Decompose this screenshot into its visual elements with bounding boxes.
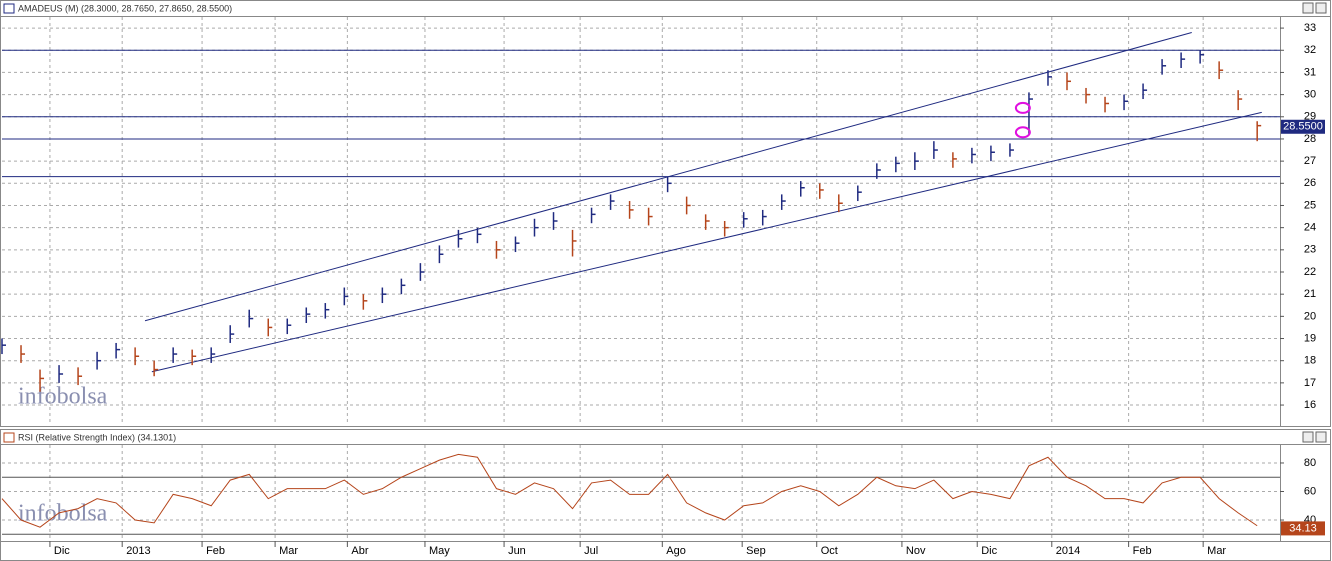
trend-line	[144, 32, 1192, 322]
trend-line	[151, 111, 1262, 373]
y-tick-label: 26	[1304, 177, 1316, 189]
y-tick-label: 33	[1304, 22, 1316, 34]
x-tick-label: Dic	[54, 545, 70, 557]
y-tick-label: 28	[1304, 133, 1316, 145]
panel-icon	[3, 3, 15, 14]
x-tick-label: Abr	[351, 545, 368, 557]
x-tick-label: Ago	[666, 545, 686, 557]
y-tick-label: 80	[1304, 457, 1316, 469]
chart-title: RSI (Relative Strength Index) (34.1301)	[18, 432, 176, 442]
x-tick-label: Oct	[821, 545, 838, 557]
watermark: infobolsa	[18, 501, 108, 527]
y-tick-label: 16	[1304, 399, 1316, 411]
annotation-marker	[1014, 101, 1031, 114]
y-tick-label: 25	[1304, 199, 1316, 211]
x-tick-label: Jun	[508, 545, 526, 557]
last-value-box	[1281, 521, 1325, 536]
y-tick-label: 27	[1304, 155, 1316, 167]
y-tick-label: 17	[1304, 377, 1316, 389]
y-tick-label: 21	[1304, 288, 1316, 300]
x-tick-label: Dic	[981, 545, 997, 557]
x-tick-label: Sep	[746, 545, 766, 557]
last-value-label: 28.5500	[1283, 121, 1323, 133]
x-tick-label: Feb	[206, 545, 225, 557]
y-tick-label: 23	[1304, 244, 1316, 256]
x-tick-label: Jul	[584, 545, 598, 557]
x-tick-label: 2014	[1056, 545, 1080, 557]
last-value-label: 34.13	[1289, 522, 1317, 534]
watermark: infobolsa	[18, 384, 108, 410]
maximize-button[interactable]	[1302, 431, 1314, 443]
x-tick-label: 2013	[126, 545, 150, 557]
y-tick-label: 30	[1304, 89, 1316, 101]
y-tick-label: 22	[1304, 266, 1316, 278]
rsi-panel	[0, 429, 1331, 561]
last-value-box	[1281, 119, 1325, 134]
maximize-button[interactable]	[1302, 2, 1314, 14]
price-panel	[0, 0, 1331, 427]
chart-title: AMADEUS (M) (28.3000, 28.7650, 27.8650, …	[18, 3, 232, 13]
y-tick-label: 19	[1304, 332, 1316, 344]
close-button[interactable]	[1315, 2, 1327, 14]
annotation-marker	[1014, 126, 1031, 139]
rsi-line	[1, 453, 1258, 528]
y-tick-label: 20	[1304, 310, 1316, 322]
window-buttons[interactable]	[1302, 2, 1327, 443]
y-tick-label: 29	[1304, 111, 1316, 123]
x-tick-label: Feb	[1133, 545, 1152, 557]
y-tick-label: 31	[1304, 66, 1316, 78]
y-tick-label: 18	[1304, 355, 1316, 367]
x-tick-label: Mar	[1207, 545, 1226, 557]
panel-icon	[3, 432, 15, 443]
x-tick-label: May	[429, 545, 450, 557]
close-button[interactable]	[1315, 431, 1327, 443]
x-tick-label: Mar	[279, 545, 298, 557]
y-tick-label: 60	[1304, 485, 1316, 497]
y-tick-label: 32	[1304, 44, 1316, 56]
y-tick-label: 24	[1304, 222, 1316, 234]
x-tick-label: Nov	[906, 545, 926, 557]
